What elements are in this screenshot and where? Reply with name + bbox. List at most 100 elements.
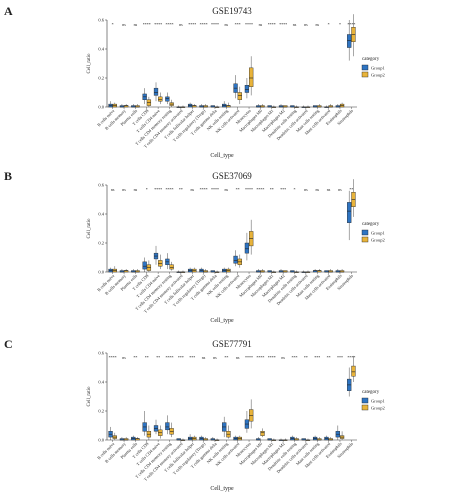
significance-label: * [112,22,114,27]
significance-label: ** [304,355,308,360]
significance-label: **** [347,22,355,27]
significance-label: **** [211,22,219,27]
significance-label: ** [349,187,353,192]
significance-label: *** [178,355,184,360]
significance-label: **** [256,187,264,192]
legend-title: category [362,57,380,62]
y-tick-label: 0.4 [98,47,104,52]
box-group2 [158,96,163,102]
significance-label: **** [347,355,355,360]
y-tick-label: 0.2 [98,76,104,81]
box-group2 [249,67,254,87]
box-group1 [153,87,159,96]
significance-label: *** [292,355,298,360]
panel-label: B [4,169,12,183]
significance-label: **** [200,22,208,27]
box-group2 [237,92,242,100]
significance-label: ns [281,355,285,360]
y-tick-label: 0.6 [98,183,104,188]
chart-title: GSE77791 [212,339,252,349]
significance-label: ns [134,22,138,27]
legend-swatch-group1 [361,397,369,404]
significance-label: ns [122,22,126,27]
y-axis-label: Cell_ratio [87,218,92,238]
box-group1 [233,255,238,264]
y-tick-label: 0.4 [98,212,104,217]
legend-label: Group1 [371,66,385,71]
significance-label: ** [327,355,331,360]
x-axis-label: Cell_type [210,486,234,492]
significance-label: **** [166,187,174,192]
significance-label: **** [166,22,174,27]
series-group2 [112,14,356,108]
y-tick-label: 0.2 [98,409,104,414]
box-group1 [347,34,352,48]
significance-label: ns [202,355,206,360]
significance-label: ns [134,187,138,192]
significance-label: ns [259,22,263,27]
x-axis-label: Cell_type [210,318,234,324]
significance-label: ** [179,187,183,192]
chart-title: GSE37069 [212,171,252,181]
series-group1 [108,367,352,441]
box-group1 [165,96,170,102]
significance-label: ** [224,355,228,360]
significance-label: ** [156,355,160,360]
y-tick-label: 0.6 [98,351,104,356]
panel-label: A [4,4,13,18]
box-group1 [142,261,147,270]
significance-label: **** [166,355,174,360]
series-group1 [108,20,352,108]
legend-label: Group2 [371,238,385,243]
significance-label: ns [213,355,217,360]
legend-swatch-group2 [361,404,369,411]
significance-label: *** [314,355,320,360]
significance-label: * [146,187,148,192]
significance-label: **** [154,187,162,192]
significance-label: **** [245,355,253,360]
box-group2 [169,264,174,270]
box-group2 [260,431,265,436]
box-group1 [244,85,250,93]
significance-label: **** [211,187,219,192]
significance-label: ns [338,187,342,192]
significance-label: ns [315,187,319,192]
y-tick-label: 0.2 [98,241,104,246]
series-group2 [112,355,356,441]
significance-label: **** [245,187,253,192]
significance-label: ** [133,355,137,360]
significance-label: **** [268,22,276,27]
significance-label: ** [145,355,149,360]
significance-label: ns [179,22,183,27]
significance-label: ** [270,187,274,192]
legend-swatch-group1 [361,64,369,71]
legend-title: category [362,390,380,395]
significance-label: **** [109,355,117,360]
y-axis-label: Cell_ratio [87,386,92,406]
legend-label: Group1 [371,399,385,404]
legend-swatch-group2 [361,71,369,78]
significance-label: *** [337,355,343,360]
significance-label: *** [235,22,241,27]
significance-label: ** [236,187,240,192]
significance-label: **** [268,355,276,360]
significance-label: ns [225,22,229,27]
box-group1 [244,242,250,254]
chart-title: GSE19743 [212,6,252,16]
y-tick-label: 0.0 [98,270,104,275]
series-group2 [112,179,356,273]
x-axis-label: Cell_type [210,153,234,159]
significance-label: **** [279,22,287,27]
significance-label: **** [143,22,151,27]
significance-label: ns [327,187,331,192]
significance-label: ns [304,187,308,192]
significance-label: ns [315,22,319,27]
significance-label: ns [111,187,115,192]
significance-label: **** [188,22,196,27]
legend-swatch-group1 [361,229,369,236]
legend-label: Group2 [371,73,385,78]
significance-label: ns [122,355,126,360]
significance-label: * [294,187,296,192]
